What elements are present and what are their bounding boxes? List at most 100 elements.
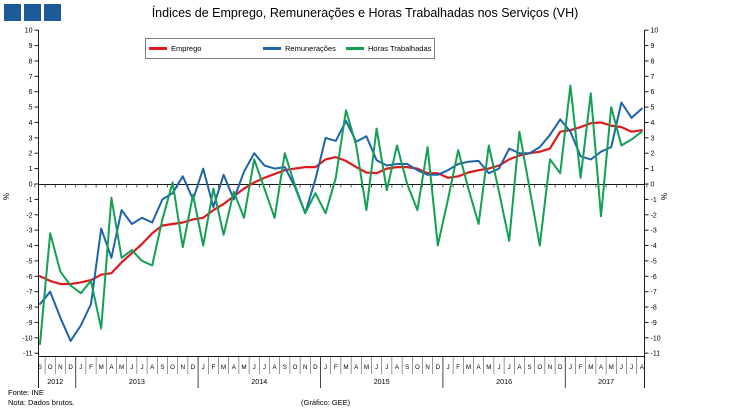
month-letter: D <box>436 364 441 371</box>
month-letter: N <box>425 364 429 371</box>
month-letter: F <box>579 364 583 371</box>
y-tick-label: 4 <box>651 120 655 127</box>
month-letter: J <box>375 364 378 371</box>
month-letter: J <box>385 364 388 371</box>
month-letter: M <box>486 364 491 371</box>
month-letter: M <box>119 364 124 371</box>
y-tick-label: -10 <box>22 335 32 342</box>
month-letter: O <box>537 364 542 371</box>
y-tick-label: 2 <box>29 151 33 158</box>
year-label: 2017 <box>598 377 614 386</box>
month-letter: J <box>630 364 633 371</box>
y-tick-label: -1 <box>26 197 32 204</box>
y-tick-label: -7 <box>651 289 657 296</box>
y-tick-label: -4 <box>651 243 657 250</box>
month-letter: S <box>283 364 287 371</box>
y-tick-label: -5 <box>651 258 657 265</box>
year-label: 2015 <box>374 377 390 386</box>
month-letter: J <box>324 364 327 371</box>
y-tick-label: 2 <box>651 151 655 158</box>
month-letter: D <box>558 364 563 371</box>
logo-block <box>4 4 61 21</box>
month-letter: A <box>109 364 114 371</box>
y-tick-label: 5 <box>29 105 33 112</box>
month-letter: N <box>303 364 307 371</box>
month-letter: A <box>599 364 604 371</box>
y-tick-label: -5 <box>26 258 32 265</box>
month-letter: M <box>466 364 471 371</box>
y-tick-label: 8 <box>651 58 655 65</box>
month-letter: A <box>232 364 237 371</box>
y-tick-label: -11 <box>23 351 33 358</box>
legend-item-horas: Horas Trabalhadas <box>346 39 431 58</box>
logo-square <box>44 4 61 21</box>
month-letter: A <box>395 364 400 371</box>
y-tick-label: 1 <box>651 166 655 173</box>
month-letter: S <box>528 364 532 371</box>
y-tick-label: 0 <box>29 182 33 189</box>
month-letter: J <box>508 364 511 371</box>
month-letter: O <box>170 364 175 371</box>
remuneracoes-line-swatch <box>263 47 281 50</box>
y-tick-label: -10 <box>651 335 661 342</box>
month-letter: J <box>446 364 449 371</box>
month-letter: N <box>181 364 185 371</box>
month-letter: M <box>609 364 614 371</box>
month-letter: D <box>313 364 318 371</box>
y-tick-label: -3 <box>26 228 32 235</box>
series-emprego <box>38 121 643 286</box>
month-letter: A <box>150 364 155 371</box>
month-letter: A <box>273 364 278 371</box>
y-tick-label: 4 <box>29 120 33 127</box>
month-letter: D <box>68 364 73 371</box>
year-label: 2016 <box>496 377 512 386</box>
y-tick-label: -9 <box>26 320 32 327</box>
month-letter: A <box>640 364 645 371</box>
footer-source: Fonte: INE <box>8 388 44 397</box>
month-letter: N <box>548 364 552 371</box>
y-tick-label: -2 <box>651 212 657 219</box>
y-axis-unit-left: % <box>2 192 12 201</box>
month-letter: M <box>364 364 369 371</box>
legend-item-emprego: Emprego <box>149 39 201 58</box>
legend-label: Emprego <box>171 44 202 53</box>
y-tick-label: -7 <box>26 289 32 296</box>
month-letter: J <box>79 364 82 371</box>
month-letter: M <box>343 364 348 371</box>
emprego-line-swatch <box>149 47 167 50</box>
y-tick-label: 7 <box>651 74 655 81</box>
month-letter: S <box>38 364 42 371</box>
y-tick-label: -3 <box>651 228 657 235</box>
logo-square <box>24 4 41 21</box>
month-letter: J <box>569 364 572 371</box>
y-tick-label: 8 <box>29 58 33 65</box>
month-letter: M <box>588 364 593 371</box>
y-tick-label: 3 <box>29 135 33 142</box>
month-letter: J <box>620 364 623 371</box>
y-tick-label: -6 <box>651 274 657 281</box>
month-letter: J <box>140 364 143 371</box>
y-tick-label: 9 <box>29 43 33 50</box>
y-tick-label: 3 <box>651 135 655 142</box>
month-letter: O <box>293 364 298 371</box>
month-letter: J <box>263 364 266 371</box>
legend-label: Horas Trabalhadas <box>368 44 432 53</box>
y-tick-label: 10 <box>25 28 33 35</box>
logo-square <box>4 4 21 21</box>
month-letter: J <box>130 364 133 371</box>
month-letter: J <box>497 364 500 371</box>
month-letter: F <box>212 364 216 371</box>
month-letter: M <box>221 364 226 371</box>
y-tick-label: -2 <box>26 212 32 219</box>
chart-legend: Emprego Remunerações Horas Trabalhadas <box>145 38 435 59</box>
y-tick-label: -8 <box>26 305 32 312</box>
series-remunerações <box>39 101 643 342</box>
month-letter: A <box>477 364 482 371</box>
y-tick-label: -9 <box>651 320 657 327</box>
legend-item-remuneracoes: Remunerações <box>263 39 336 58</box>
footer-note: Nota: Dados brutos. <box>8 398 75 407</box>
footer-credit: (Gráfico: GEE) <box>301 398 351 407</box>
month-letter: N <box>58 364 62 371</box>
